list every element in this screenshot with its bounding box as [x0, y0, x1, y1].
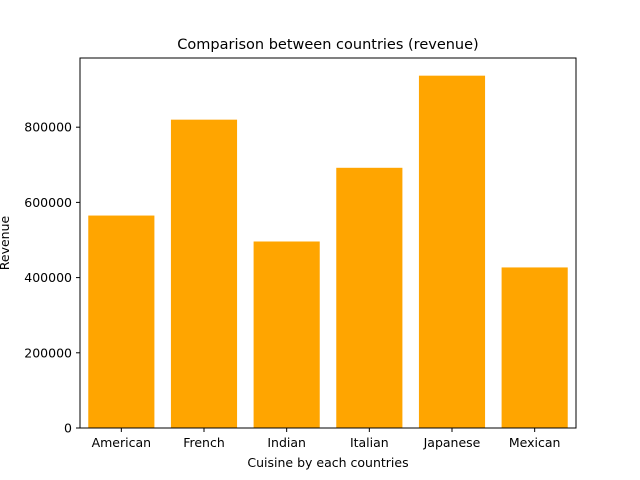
bar-indian: [253, 241, 320, 428]
bar-mexican: [501, 267, 568, 428]
y-axis: 0 200000 400000 600000 800000: [24, 120, 80, 436]
x-tick-label: Mexican: [509, 435, 561, 450]
x-tick-label: American: [92, 435, 152, 450]
x-axis-label: Cuisine by each countries: [247, 455, 408, 470]
bar-italian: [336, 167, 403, 428]
x-tick-label: Japanese: [423, 435, 481, 450]
x-tick-label: Indian: [267, 435, 306, 450]
bars-group: [88, 75, 568, 429]
bar-french: [170, 119, 238, 429]
x-axis: American French Indian Italian Japanese Mexic…: [92, 428, 561, 450]
y-tick-label: 800000: [24, 120, 72, 135]
y-tick-label: 400000: [24, 270, 72, 285]
bar-japanese: [418, 75, 486, 429]
plot-frame: [79, 57, 577, 429]
x-tick-label: Italian: [350, 435, 389, 450]
chart-title: Comparison between countries (revenue): [177, 37, 478, 53]
y-tick-label: 0: [64, 421, 72, 436]
y-axis-label: Revenue: [0, 215, 12, 270]
bar-american: [88, 215, 155, 428]
x-tick-label: French: [183, 435, 225, 450]
y-tick-label: 200000: [24, 345, 72, 360]
y-tick-label: 600000: [24, 195, 72, 210]
